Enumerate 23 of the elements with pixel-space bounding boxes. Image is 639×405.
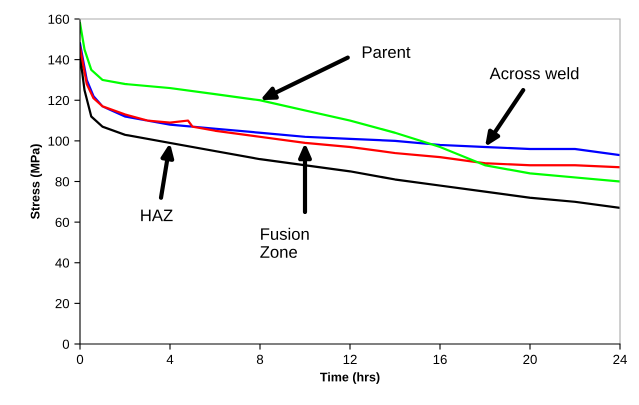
x-tick-label: 0: [76, 354, 84, 364]
annotation: HAZ: [141, 210, 173, 222]
x-tick-label: 12: [344, 354, 357, 364]
annotation: Parent: [362, 46, 410, 58]
x-tick-label: 16: [434, 354, 447, 364]
y-tick-label: 80: [55, 177, 70, 186]
x-tick-label: 24: [613, 354, 627, 364]
y-tick-label: 20: [56, 298, 70, 308]
x-tick-label: 8: [256, 354, 264, 364]
y-tick-label: 100: [48, 136, 70, 146]
annotation: Fusion Zone: [260, 228, 309, 258]
annotation: Across weld: [490, 67, 578, 80]
y-tick-label: 140: [48, 55, 70, 65]
y-tick-label: 60: [56, 218, 70, 228]
y-tick-label: 40: [55, 258, 70, 268]
y-tick-label: 120: [48, 96, 70, 106]
y-tick-label: 0: [62, 340, 70, 349]
x-tick-label: 20: [523, 354, 537, 364]
y-tick-label: 160: [48, 14, 70, 24]
y-axis-title: Stress (MPa): [30, 144, 42, 219]
line-series: [80, 22, 620, 183]
x-tick-label: 4: [166, 354, 174, 364]
x-axis-title: Time (hrs): [320, 372, 380, 384]
